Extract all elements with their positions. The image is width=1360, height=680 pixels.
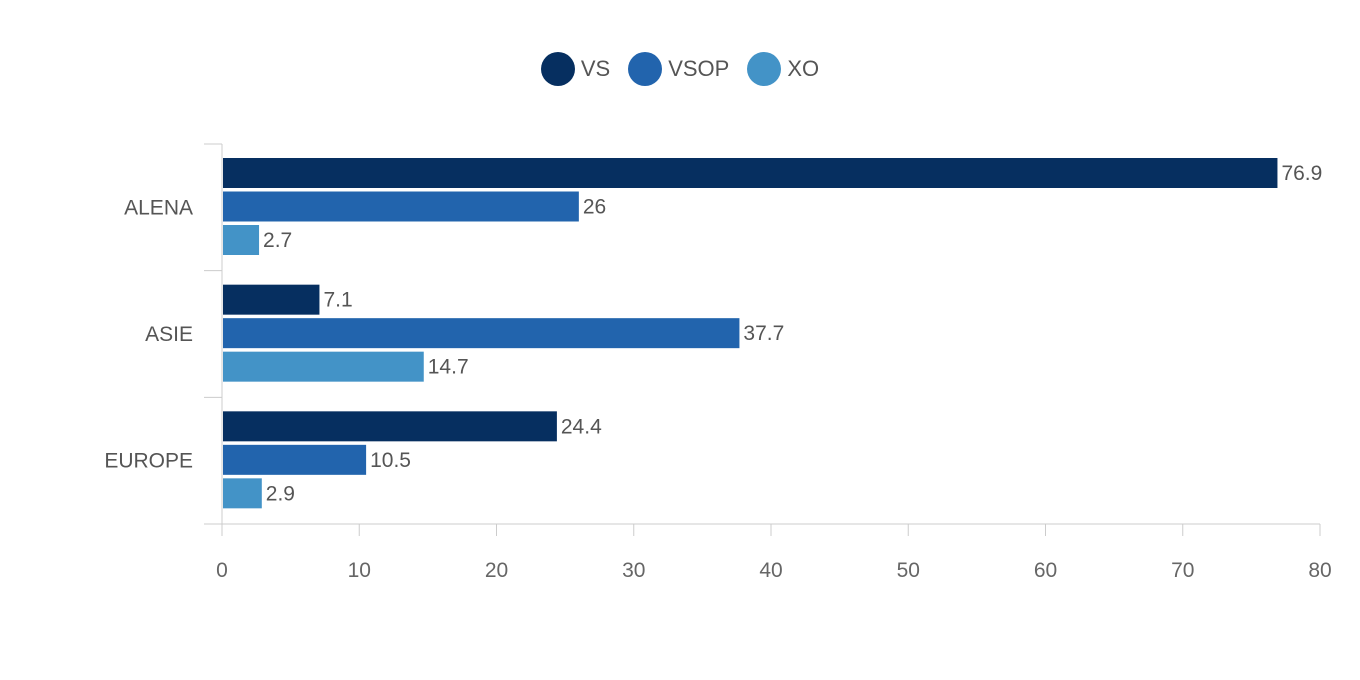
legend: VS VSOP XO [0,52,1360,86]
data-label: 26 [583,196,606,219]
bar[interactable] [223,351,424,382]
data-label: 7.1 [323,289,352,312]
x-tick-label: 0 [216,559,228,582]
legend-item-xo[interactable]: XO [747,52,819,86]
bar[interactable] [223,411,557,442]
bar[interactable] [223,444,367,475]
category-label: EUROPE [104,450,193,473]
data-label: 2.7 [263,229,292,252]
x-tick-label: 80 [1308,559,1331,582]
bar[interactable] [223,191,579,222]
category-label: ALENA [124,196,193,219]
legend-swatch-vs [540,52,575,86]
data-label: 37.7 [743,322,784,345]
x-tick-label: 30 [622,559,645,582]
legend-swatch-xo [747,52,782,86]
bar[interactable] [223,318,740,349]
legend-label-vs: VS [580,56,611,81]
x-tick-label: 70 [1171,559,1194,582]
data-label: 14.7 [428,356,469,379]
legend-label-xo: XO [787,56,820,81]
bar[interactable] [223,158,1278,188]
legend-item-vsop[interactable]: VSOP [628,52,729,86]
bar[interactable] [223,225,260,255]
legend-item-vs[interactable]: VS [540,52,611,86]
x-tick-label: 40 [759,559,782,582]
x-tick-label: 20 [485,559,508,582]
bar[interactable] [223,478,262,509]
x-tick-label: 60 [1034,559,1057,582]
data-label: 24.4 [561,415,602,438]
data-label: 76.9 [1281,162,1322,185]
legend-label-vsop: VSOP [668,56,730,81]
data-label: 2.9 [266,482,295,505]
x-tick-label: 50 [897,559,920,582]
bar[interactable] [223,284,320,315]
legend-swatch-vsop [628,52,663,86]
x-tick-label: 10 [348,559,371,582]
data-label: 10.5 [370,449,411,472]
category-label: ASIE [145,323,193,346]
